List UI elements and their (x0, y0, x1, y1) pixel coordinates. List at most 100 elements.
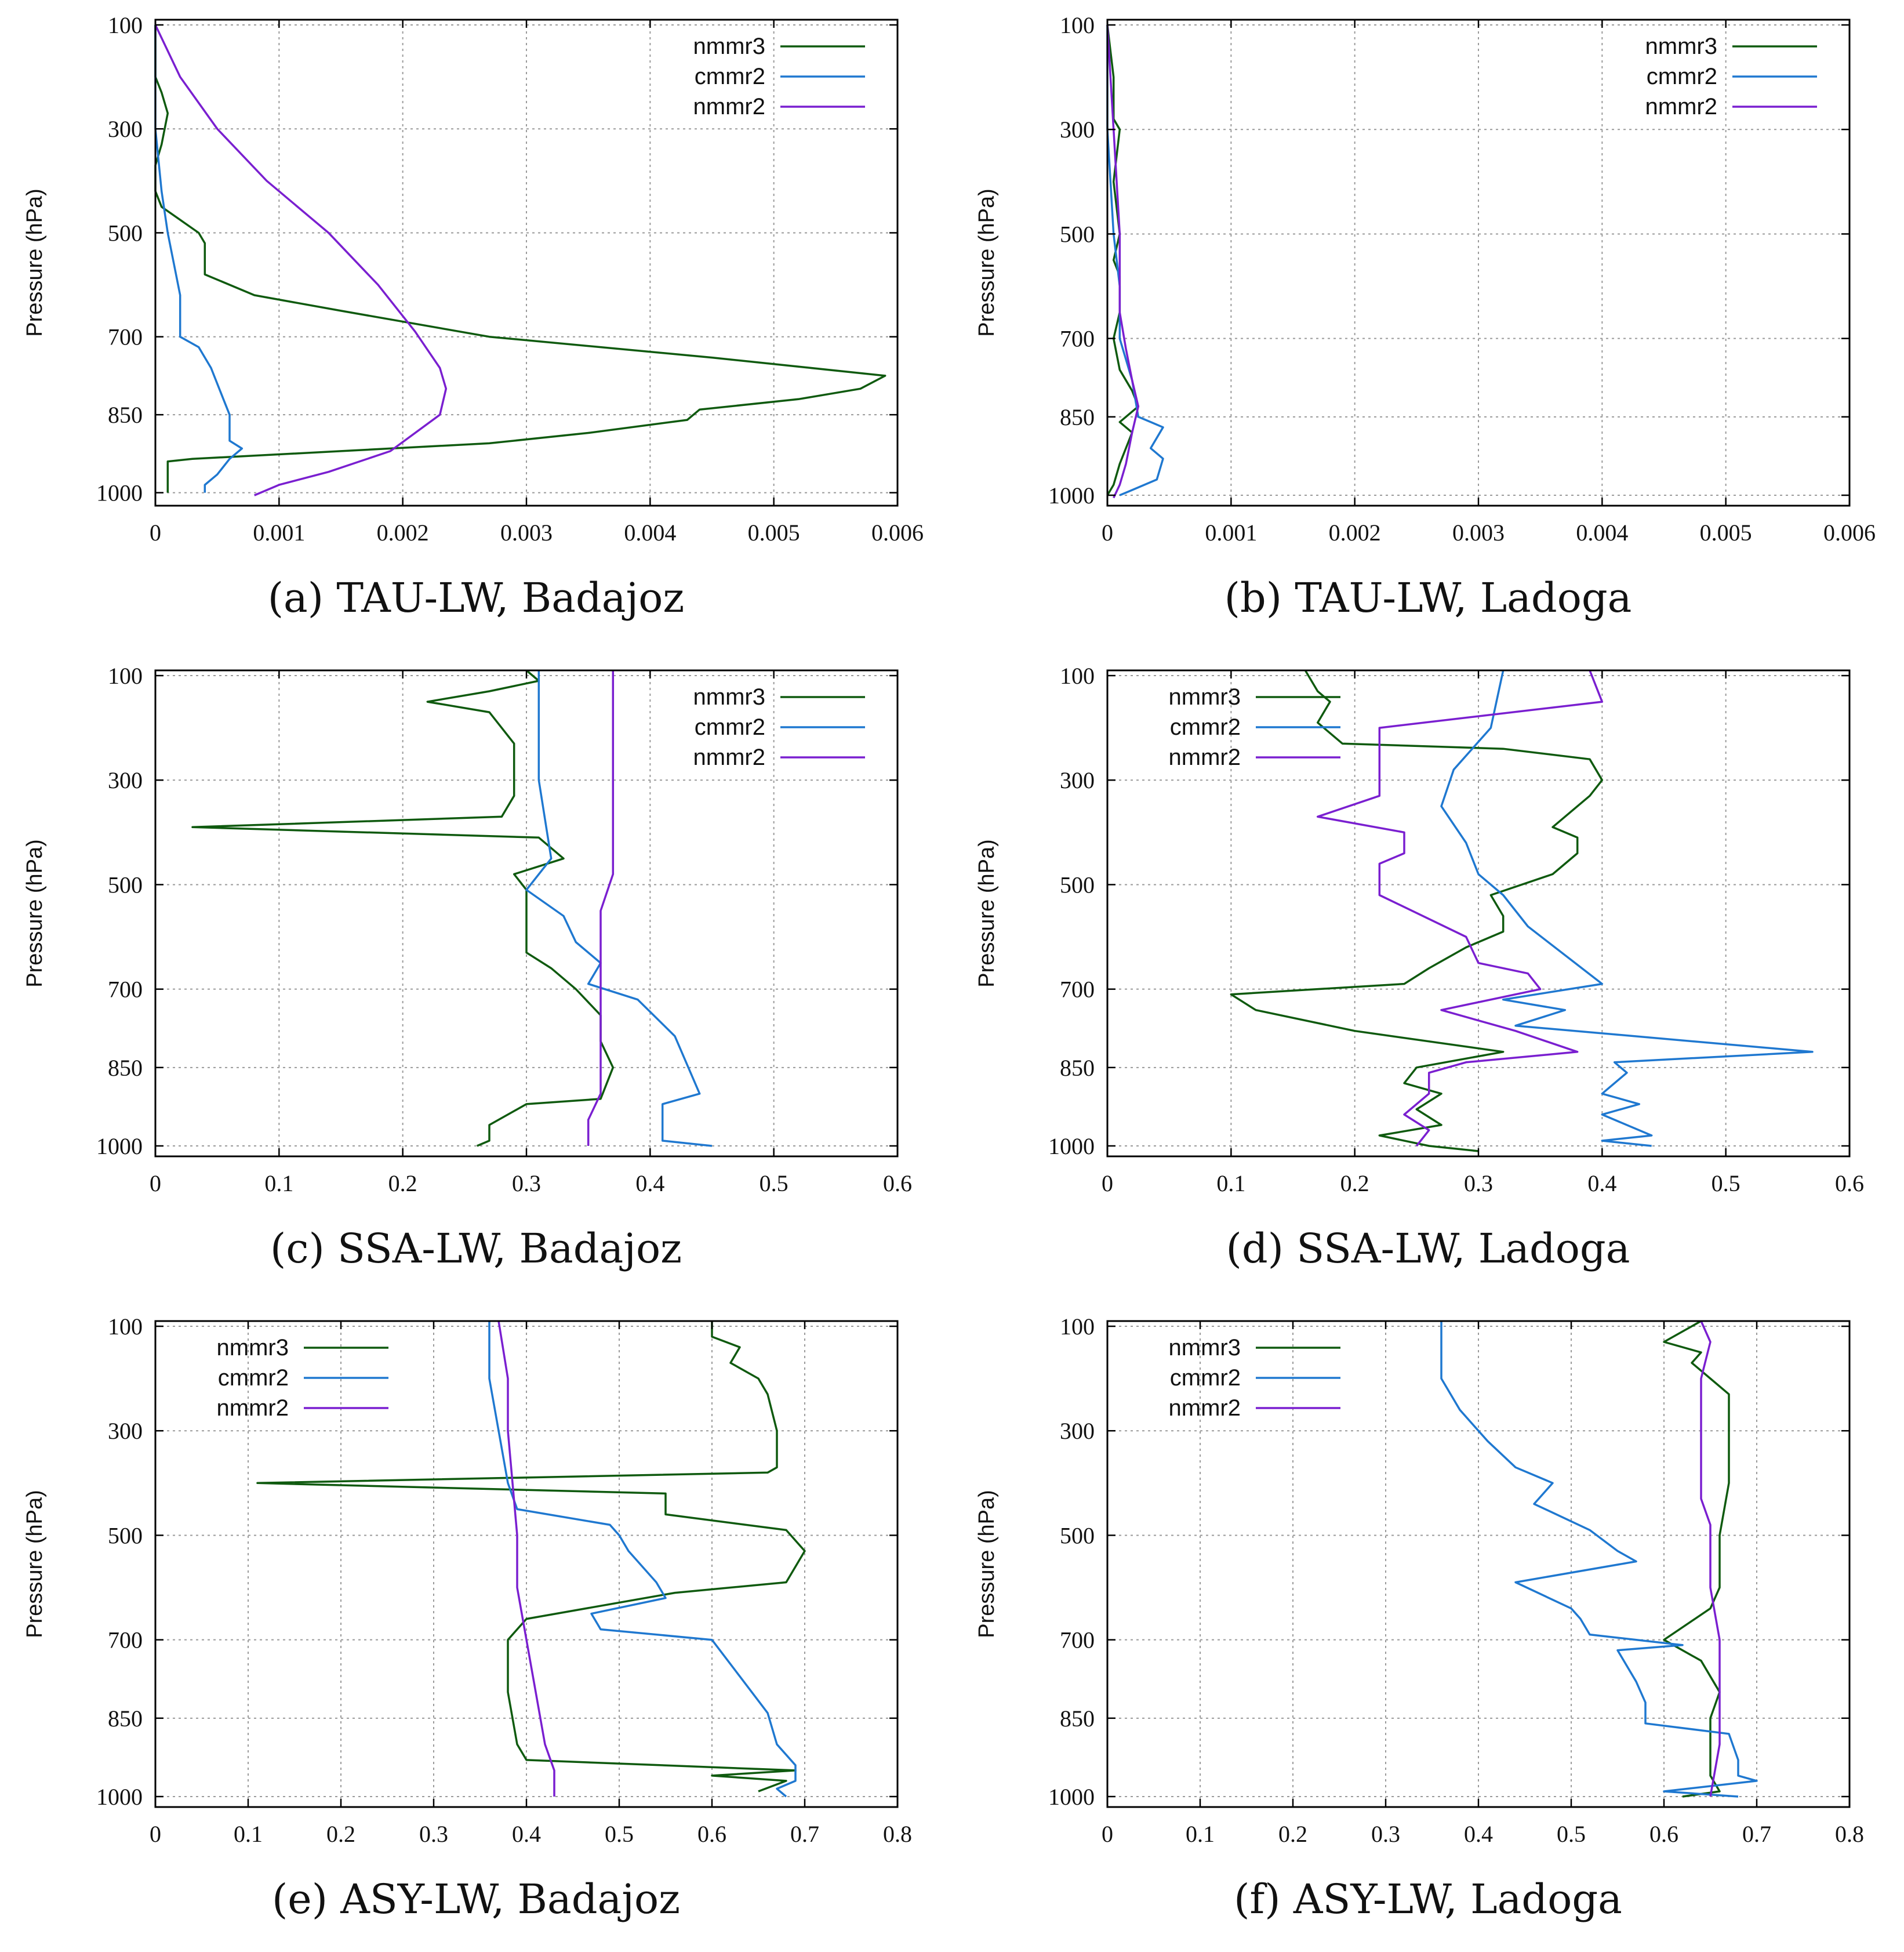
y-tick-label: 500 (1060, 221, 1095, 247)
y-tick-label: 700 (108, 977, 143, 1003)
y-tick-label: 100 (1060, 1314, 1095, 1340)
panel-caption: (e) ASY-LW, Badajoz (271, 1875, 681, 1923)
x-tick-label: 0.6 (883, 1170, 912, 1196)
x-tick-label: 0.003 (500, 520, 553, 546)
legend-label-nmmr3: nmmr3 (1645, 34, 1717, 59)
x-tick-label: 0.2 (388, 1170, 417, 1196)
legend-label-nmmr2: nmmr2 (217, 1395, 289, 1421)
series-line-nmmr3 (256, 1321, 806, 1793)
x-tick-label: 0.1 (1216, 1170, 1245, 1196)
y-tick-label: 500 (108, 872, 143, 898)
series-line-nmmr2 (1106, 24, 1140, 499)
chart-svg: 0 0.1 0.2 0.3 0.4 0.5 0.6 100 300 500 700 850 1000 Pr… (23, 663, 912, 1196)
x-tick-label: 0.006 (871, 520, 924, 546)
y-tick-label: 850 (1060, 1055, 1095, 1081)
y-tick-label: 300 (1060, 1418, 1095, 1444)
y-tick-label: 1000 (96, 480, 143, 506)
series-line-nmmr3 (1663, 1320, 1730, 1798)
y-tick-label: 1000 (96, 1133, 143, 1159)
series-line-cmmr2 (1440, 670, 1814, 1147)
legend-label-cmmr2: cmmr2 (695, 714, 765, 740)
y-tick-label: 1000 (96, 1784, 143, 1810)
legend-label-cmmr2: cmmr2 (1170, 1365, 1241, 1391)
chart-svg: 0 0.001 0.002 0.003 0.004 0.005 0.006 100 300 500… (975, 12, 1876, 546)
x-tick-label: 0.1 (264, 1170, 293, 1196)
series-line-nmmr3 (154, 25, 886, 493)
x-tick-label: 0.4 (512, 1821, 541, 1847)
legend-label-nmmr3: nmmr3 (1169, 1335, 1241, 1360)
y-axis-title: Pressure (hPa) (23, 839, 47, 988)
x-tick-label: 0.005 (1700, 520, 1752, 546)
x-tick-label: 0.6 (1649, 1821, 1678, 1847)
y-tick-label: 1000 (1048, 1133, 1095, 1159)
panel-e: 0 0.1 0.2 0.3 0.4 0.5 0.6 0.7 0.8 100 300 500 700 850… (0, 1301, 952, 1952)
y-tick-label: 500 (1060, 872, 1095, 898)
y-tick-label: 100 (1060, 12, 1095, 38)
y-tick-label: 850 (1060, 404, 1095, 430)
chart-svg: 0 0.1 0.2 0.3 0.4 0.5 0.6 0.7 0.8 100 300 500 700 850… (23, 1314, 912, 1847)
x-tick-label: 0.3 (1464, 1170, 1493, 1196)
x-tick-label: 0.6 (1835, 1170, 1864, 1196)
series-line-nmmr2 (1700, 1320, 1721, 1797)
x-tick-label: 0.003 (1452, 520, 1505, 546)
y-tick-label: 700 (108, 324, 143, 350)
x-tick-label: 0 (1102, 1170, 1113, 1196)
x-tick-label: 0.4 (1464, 1821, 1493, 1847)
legend-label-nmmr2: nmmr2 (1645, 94, 1717, 119)
y-tick-label: 100 (108, 663, 143, 689)
x-tick-label: 0.1 (234, 1821, 263, 1847)
legend-label-nmmr3: nmmr3 (217, 1335, 289, 1360)
legend-label-nmmr2: nmmr2 (693, 94, 765, 119)
panel-b: 0 0.001 0.002 0.003 0.004 0.005 0.006 100 300 500… (952, 0, 1904, 651)
legend-label-nmmr2: nmmr2 (1169, 745, 1241, 770)
x-tick-label: 0.005 (748, 520, 800, 546)
series-line-cmmr2 (525, 670, 713, 1147)
panel-caption: (f) ASY-LW, Ladoga (1234, 1875, 1622, 1923)
x-tick-label: 0.001 (1205, 520, 1257, 546)
chart-svg: 0 0.001 0.002 0.003 0.004 0.005 0.006 100 300 500… (23, 12, 924, 546)
y-tick-label: 700 (1060, 326, 1095, 352)
legend-label-nmmr3: nmmr3 (693, 34, 765, 59)
legend-label-cmmr2: cmmr2 (1647, 64, 1717, 89)
x-tick-label: 0.1 (1186, 1821, 1215, 1847)
panel-f: 0 0.1 0.2 0.3 0.4 0.5 0.6 0.7 0.8 100 300 500 700 850… (952, 1301, 1904, 1952)
x-tick-label: 0.2 (326, 1821, 355, 1847)
series-line-nmmr2 (587, 670, 615, 1146)
x-tick-label: 0 (150, 1821, 161, 1847)
y-axis-title: Pressure (hPa) (975, 1490, 999, 1638)
y-axis-title: Pressure (hPa) (975, 839, 999, 988)
x-tick-label: 0.3 (1371, 1821, 1400, 1847)
x-tick-label: 0.3 (512, 1170, 541, 1196)
x-tick-label: 0.8 (883, 1821, 912, 1847)
x-tick-label: 0.006 (1823, 520, 1876, 546)
series-line-nmmr2 (154, 24, 448, 496)
x-tick-label: 0.7 (1742, 1821, 1771, 1847)
x-tick-label: 0.4 (635, 1170, 664, 1196)
y-tick-label: 500 (108, 1522, 143, 1548)
legend-label-nmmr2: nmmr2 (693, 745, 765, 770)
legend-label-nmmr3: nmmr3 (1169, 684, 1241, 710)
chart-svg: 0 0.1 0.2 0.3 0.4 0.5 0.6 0.7 0.8 100 300 500 700 850… (975, 1314, 1864, 1847)
x-tick-label: 0.004 (624, 520, 676, 546)
legend-label-cmmr2: cmmr2 (218, 1365, 289, 1391)
panel-caption: (d) SSA-LW, Ladoga (1226, 1225, 1630, 1272)
y-tick-label: 300 (108, 116, 143, 142)
chart-svg: 0 0.1 0.2 0.3 0.4 0.5 0.6 100 300 500 700 850 1000 Pr… (975, 663, 1864, 1196)
x-tick-label: 0 (1102, 1821, 1113, 1847)
legend-label-cmmr2: cmmr2 (1170, 714, 1241, 740)
y-tick-label: 100 (1060, 663, 1095, 689)
x-tick-label: 0 (150, 1170, 161, 1196)
legend-label-nmmr3: nmmr3 (693, 684, 765, 710)
x-tick-label: 0.5 (1557, 1821, 1586, 1847)
y-tick-label: 300 (108, 767, 143, 793)
y-tick-label: 500 (108, 220, 143, 246)
y-tick-label: 300 (1060, 767, 1095, 793)
y-tick-label: 1000 (1048, 482, 1095, 509)
y-tick-label: 850 (108, 1706, 143, 1732)
x-tick-label: 0 (150, 520, 161, 546)
y-axis-title: Pressure (hPa) (23, 188, 47, 337)
x-tick-label: 0.002 (1329, 520, 1381, 546)
y-tick-label: 100 (108, 12, 143, 38)
series-line-cmmr2 (488, 1321, 797, 1798)
